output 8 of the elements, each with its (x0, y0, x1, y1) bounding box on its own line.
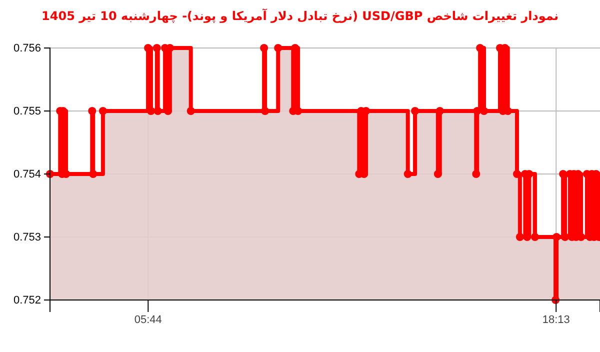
y-tick-label: 0.755 (13, 106, 41, 118)
x-tick-label: 18:13 (542, 314, 570, 326)
x-tick-label: 05:44 (134, 314, 162, 326)
y-tick-label: 0.752 (13, 294, 41, 307)
y-tick-label: 0.756 (13, 42, 41, 55)
y-tick-label: 0.753 (13, 232, 41, 244)
chart-title: نمودار تغییرات شاخص USD/GBP (نرخ تبادل دلار آمریکا و پوند)- چهارشنبه 10 تیر 1405 (42, 8, 558, 23)
y-tick-label: 0.754 (13, 168, 41, 181)
